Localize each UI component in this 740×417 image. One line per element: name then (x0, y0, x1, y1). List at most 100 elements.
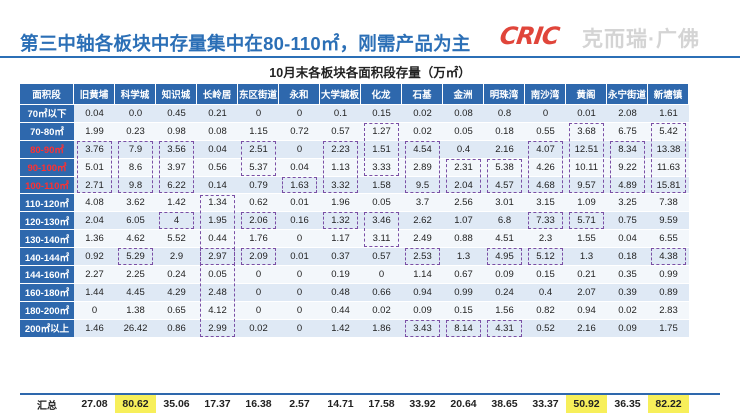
table-cell: 0.18 (607, 247, 648, 266)
table-cell: 6.05 (115, 211, 156, 230)
row-label: 100-110㎡ (20, 175, 74, 194)
table-cell: 9.57 (566, 175, 607, 194)
table-cell: 6.22 (156, 175, 197, 194)
column-header: 旧黄埔 (74, 84, 115, 104)
table-cell: 0.02 (402, 121, 443, 140)
total-cell: 36.35 (614, 398, 641, 410)
table-cell: 5.52 (156, 229, 197, 248)
table-cell: 2.49 (402, 229, 443, 248)
table-cell: 1.34 (197, 193, 238, 212)
total-cell: 33.92 (409, 398, 436, 410)
table-cell: 1.3 (443, 247, 484, 266)
table-cell: 0.52 (525, 318, 566, 337)
table-cell: 5.12 (525, 247, 566, 266)
table-cell: 9.59 (648, 211, 689, 230)
headline: 第三中轴各板块中存量集中在80-110㎡，刚需产品为主 (20, 33, 471, 54)
table-cell: 0.79 (238, 175, 279, 194)
table-cell: 0.0 (115, 104, 156, 122)
table-cell: 2.53 (402, 247, 443, 266)
table-cell: 1.42 (320, 318, 361, 337)
table-cell: 0.02 (607, 300, 648, 319)
table-cell: 13.38 (648, 139, 689, 158)
total-cell: 2.57 (289, 398, 310, 410)
table-cell: 0.48 (320, 282, 361, 301)
table-cell: 1.55 (566, 229, 607, 248)
table-cell: 0.04 (607, 229, 648, 248)
table-cell: 0 (279, 300, 320, 319)
table-cell: 0 (74, 300, 115, 319)
total-cell: 17.58 (368, 398, 395, 410)
table-cell: 2.31 (443, 157, 484, 176)
table-cell: 1.99 (74, 121, 115, 140)
table-cell: 2.27 (74, 265, 115, 283)
table-cell: 2.62 (402, 211, 443, 230)
row-label: 140-144㎡ (20, 247, 74, 266)
table-cell: 0.66 (361, 282, 402, 301)
table-cell: 0.01 (279, 193, 320, 212)
table-cell: 1.44 (74, 282, 115, 301)
table-cell: 9.8 (115, 175, 156, 194)
table-cell: 0.21 (197, 104, 238, 122)
table-cell: 0.62 (238, 193, 279, 212)
table-cell: 0.45 (156, 104, 197, 122)
table-cell: 4.12 (197, 300, 238, 319)
table-cell: 0 (279, 265, 320, 283)
cric-logo-text: 克而瑞·广佛 (582, 28, 700, 51)
table-cell: 3.25 (607, 193, 648, 212)
table-cell: 2.3 (525, 229, 566, 248)
table-cell: 4.26 (525, 157, 566, 176)
table-cell: 0.04 (74, 104, 115, 122)
table-cell: 3.33 (361, 157, 402, 176)
table-cell: 5.29 (115, 247, 156, 266)
inventory-table: 面积段 旧黄埔 科学城 知识城 长岭居 东区街道 永和 大学城板 化龙 石基 金洲 明珠湾 南沙湾 黄阁永… (20, 84, 689, 372)
table-cell: 4.89 (607, 175, 648, 194)
column-header: 石基 (402, 84, 443, 104)
table-cell: 0 (238, 265, 279, 283)
table-cell: 0.94 (566, 300, 607, 319)
row-label: 200㎡以上 (20, 318, 74, 337)
table-cell: 0.05 (361, 193, 402, 212)
table-cell: 0.01 (279, 247, 320, 266)
row-label: 130-140㎡ (20, 229, 74, 248)
column-header: 知识城 (156, 84, 197, 104)
total-cell: 14.71 (327, 398, 354, 410)
table-cell: 0 (238, 104, 279, 122)
table-cell: 26.42 (115, 318, 156, 337)
table-cell: 1.07 (443, 211, 484, 230)
table-cell: 12.51 (566, 139, 607, 158)
table-cell: 8.6 (115, 157, 156, 176)
table-cell: 4.38 (648, 247, 689, 266)
table-cell: 0.99 (443, 282, 484, 301)
table-cell: 7.33 (525, 211, 566, 230)
table-cell: 0.24 (156, 265, 197, 283)
table-cell: 9.5 (402, 175, 443, 194)
table-cell: 3.11 (361, 229, 402, 248)
table-cell: 1.56 (484, 300, 525, 319)
table-cell: 0.15 (525, 265, 566, 283)
table-cell: 10.11 (566, 157, 607, 176)
table-cell: 1.46 (74, 318, 115, 337)
total-cell: 38.65 (491, 398, 518, 410)
table-cell: 0.02 (238, 318, 279, 337)
table-cell: 2.16 (566, 318, 607, 337)
table-cell: 1.38 (115, 300, 156, 319)
table-cell: 0.08 (443, 104, 484, 122)
table-cell: 3.01 (484, 193, 525, 212)
table-cell: 5.01 (74, 157, 115, 176)
table-cell: 2.04 (74, 211, 115, 230)
table-cell: 3.56 (156, 139, 197, 158)
row-label: 180-200㎡ (20, 300, 74, 319)
table-cell: 1.42 (156, 193, 197, 212)
table-cell: 2.83 (648, 300, 689, 319)
table-cell: 0.98 (156, 121, 197, 140)
table-cell: 6.8 (484, 211, 525, 230)
table-cell: 1.13 (320, 157, 361, 176)
table-cell: 15.81 (648, 175, 689, 194)
table-cell: 7.38 (648, 193, 689, 212)
total-cell: 20.64 (450, 398, 477, 410)
table-cell: 0.02 (361, 300, 402, 319)
cric-logo: CRIC 克而瑞·广佛 (498, 20, 730, 52)
table-cell: 3.15 (525, 193, 566, 212)
column-header: 南沙湾 (525, 84, 566, 104)
